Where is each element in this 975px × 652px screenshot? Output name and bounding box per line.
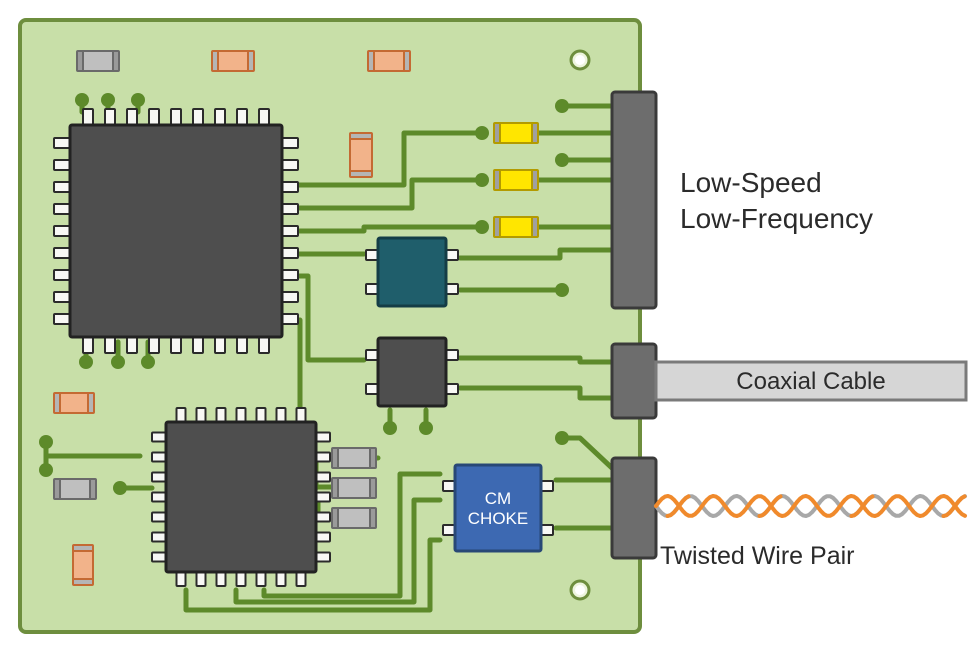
twisted-pair: Twisted Wire Pair bbox=[656, 496, 965, 570]
cm-choke: CMCHOKE bbox=[443, 465, 553, 551]
label-low-speed: Low-Speed Low-Frequency bbox=[680, 167, 873, 234]
svg-text:CHOKE: CHOKE bbox=[468, 509, 528, 528]
coax-label: Coaxial Cable bbox=[736, 368, 885, 395]
chip-large bbox=[54, 109, 298, 353]
svg-text:CM: CM bbox=[485, 489, 511, 508]
svg-text:Low-Speed: Low-Speed bbox=[680, 167, 822, 198]
conn-twisted bbox=[612, 458, 656, 558]
svg-text:Low-Frequency: Low-Frequency bbox=[680, 203, 873, 234]
conn-low-speed bbox=[612, 92, 656, 308]
chip-medium bbox=[152, 408, 330, 586]
chip-small-teal bbox=[366, 238, 458, 306]
coaxial-cable: Coaxial Cable bbox=[656, 362, 966, 400]
twisted-pair-label: Twisted Wire Pair bbox=[660, 542, 854, 570]
conn-coax bbox=[612, 344, 656, 418]
chip-small-gray bbox=[366, 338, 458, 406]
